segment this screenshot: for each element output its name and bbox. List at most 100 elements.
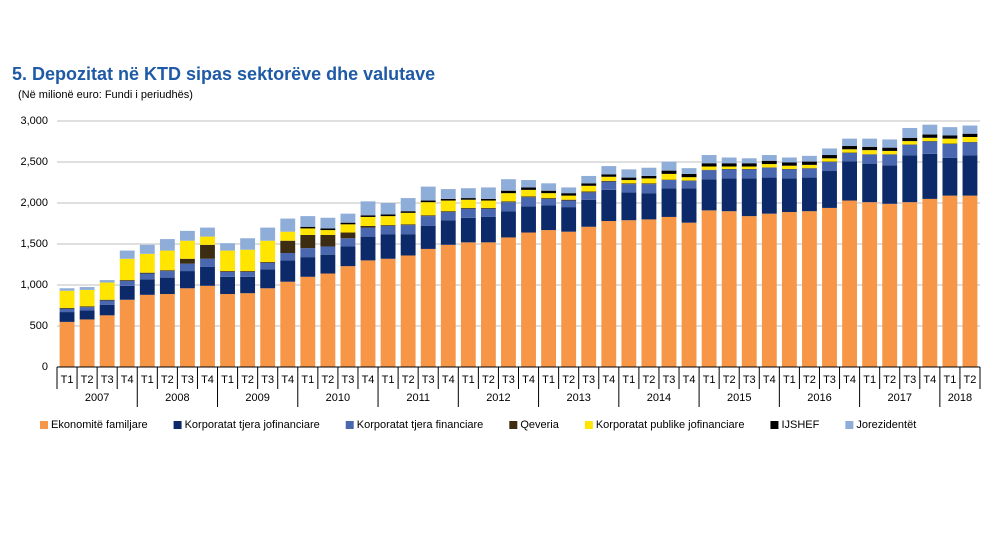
bar-segment [761,160,777,165]
bar-segment [581,192,597,200]
bar-segment [581,226,597,367]
bar-segment [842,200,858,367]
x-tick-label: T4 [362,374,375,386]
bar-segment [661,170,677,174]
bar-segment [781,169,797,179]
bar-segment [480,207,496,209]
bar-segment [882,150,898,155]
bar-segment [681,168,697,174]
legend-label: Qeveria [520,419,559,431]
legend-label: Ekonomitë familjare [51,419,148,431]
bar-segment [420,215,436,217]
bar-segment [661,216,677,367]
bar-segment [220,271,235,272]
x-tick-label: T2 [81,374,94,386]
bar-segment [119,280,135,286]
bar-segment [99,300,115,305]
x-tick-label: T4 [281,374,294,386]
bar-segment [460,199,476,208]
year-label: 2007 [85,392,109,404]
bar-segment [460,242,476,367]
legend-swatch [584,421,593,429]
bar-segment [220,276,235,295]
bar-segment [179,240,195,259]
legend-swatch [40,421,48,429]
bar-segment [380,258,396,367]
bar-segment [661,188,677,217]
bar-segment [360,225,376,228]
bar-segment [621,169,637,178]
bar-segment [541,190,557,194]
bar-segment [882,139,898,148]
bar-segment [541,183,557,191]
bar-segment [741,163,757,167]
bar-segment [260,288,276,367]
x-tick-label: T3 [743,374,756,386]
bar-segment [320,246,336,255]
bar-segment [962,142,978,156]
bar-segment [240,271,256,277]
bar-segment [641,178,657,184]
bar-segment [641,183,657,185]
bar-segment [701,170,717,180]
bar-segment [822,207,837,367]
bar-segment [360,215,376,217]
year-label: 2012 [486,392,510,404]
y-tick-label: 500 [30,320,48,332]
year-label: 2015 [727,392,751,404]
bar-segment [99,315,115,367]
bar-segment [621,183,637,185]
x-tick-label: T1 [141,374,154,386]
bar-segment [139,253,155,273]
chart-subtitle: (Në milionë euro: Fundi i periudhës) [18,89,193,101]
bar-segment [480,198,496,201]
bar-segment [521,196,536,198]
bar-segment [701,179,717,211]
bar-segment [59,307,75,309]
legend-swatch [845,421,854,429]
bar-segment [200,266,215,286]
bar-segment [59,308,75,313]
x-tick-label: T1 [462,374,475,386]
bar-segment [400,212,416,225]
bar-segment [380,225,396,235]
x-tick-label: T2 [803,374,816,386]
y-tick-label: 1,000 [20,279,48,291]
x-tick-label: T2 [482,374,495,386]
bar-segment [922,137,938,142]
bar-segment [460,217,476,243]
bar-segment [360,201,376,216]
bar-segment [159,270,175,272]
x-tick-label: T3 [663,374,676,386]
bar-segment [79,310,95,320]
bar-segment [902,202,918,367]
bar-segment [641,184,657,194]
bar-segment [480,216,496,243]
x-tick-label: T2 [161,374,174,386]
bar-segment [440,212,456,221]
bar-segment [581,191,597,193]
bar-segment [902,127,918,138]
bar-segment [761,177,777,214]
bar-segment [300,257,316,277]
bar-segment [280,231,296,241]
bar-segment [300,216,316,227]
bar-segment [621,192,637,221]
bar-segment [139,273,155,280]
legend-swatch [345,421,354,429]
bar-segment [480,208,496,217]
bar-segment [621,184,637,193]
bar-segment [862,163,878,203]
x-tick-label: T4 [201,374,214,386]
year-label: 2014 [647,392,671,404]
bar-segment [139,294,155,367]
bar-segment [902,137,918,142]
bar-segment [240,249,256,272]
bar-segment [480,200,496,208]
bar-segment [79,306,95,308]
bar-segment [882,147,898,151]
bar-segment [300,228,316,235]
bar-segment [300,276,316,367]
x-tick-label: T3 [823,374,836,386]
bar-segment [862,146,878,151]
